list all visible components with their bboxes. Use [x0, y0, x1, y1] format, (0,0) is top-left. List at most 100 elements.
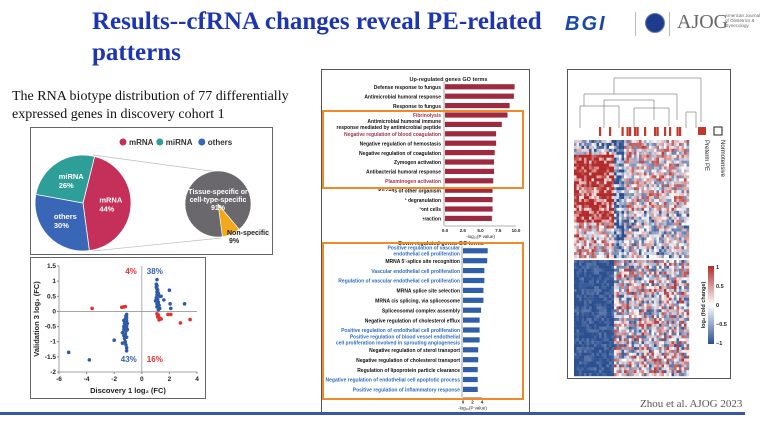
heatmap-cell: [614, 367, 617, 371]
heatmap-cell: [614, 178, 617, 182]
heatmap-cell: [584, 243, 587, 247]
heatmap-cell: [669, 219, 672, 223]
heatmap-cell: [624, 303, 627, 307]
heatmap-cell: [631, 315, 635, 319]
heatmap-cell: [669, 216, 672, 220]
heatmap-cell: [686, 151, 690, 155]
heatmap-cell: [621, 204, 625, 209]
heatmap-cell: [664, 157, 667, 161]
heatmap-cell: [676, 291, 680, 295]
heatmap-cell: [631, 225, 635, 229]
heatmap-cell: [629, 231, 632, 235]
heatmap-cell: [629, 246, 632, 250]
go-term-label: Antimicrobial humoral immune: [367, 119, 441, 125]
heatmap-panel: Preterm PE Normotensive 1 0.5 0 −0.5 −1 log₂ (f…: [567, 69, 731, 379]
heatmap-cell: [604, 148, 607, 152]
heatmap-cell: [584, 231, 587, 235]
heatmap-cell: [674, 335, 677, 339]
heatmap-cell: [591, 312, 595, 316]
heatmap-cell: [604, 240, 607, 244]
heatmap-cell: [591, 160, 595, 164]
heatmap-cell: [589, 318, 592, 322]
heatmap-cell: [644, 297, 647, 301]
heatmap-cell: [606, 344, 610, 348]
heatmap-cell: [684, 271, 687, 275]
go-bar: [463, 277, 485, 284]
heatmap-cell: [671, 243, 675, 247]
heatmap-cell: [621, 277, 625, 281]
heatmap-cell: [684, 315, 687, 319]
heatmap-cell: [649, 320, 652, 324]
heatmap-cell: [646, 175, 650, 179]
heatmap-cell: [654, 234, 657, 238]
heatmap-cell: [654, 352, 657, 356]
heatmap-cell: [626, 300, 630, 304]
heatmap-cell: [591, 260, 595, 264]
heatmap-cell: [641, 262, 645, 266]
heatmap-cell: [576, 367, 580, 371]
heatmap-cell: [629, 166, 632, 170]
heatmap-cell: [676, 243, 680, 247]
heatmap-cell: [686, 265, 690, 269]
heatmap-cell: [686, 187, 690, 191]
heatmap-cell: [666, 142, 670, 147]
heatmap-cell: [671, 300, 675, 304]
heatmap-cell: [594, 341, 597, 345]
heatmap-cell: [586, 312, 590, 316]
heatmap-cell: [631, 228, 635, 232]
heatmap-cell: [581, 355, 585, 359]
heatmap-cell: [611, 326, 615, 330]
heatmap-cell: [574, 163, 577, 167]
heatmap-cell: [654, 344, 657, 348]
heatmap-cell: [606, 326, 610, 330]
heatmap-cell: [651, 219, 655, 223]
heatmap-cell: [579, 300, 582, 304]
heatmap-cell: [591, 201, 595, 206]
heatmap-cell: [631, 210, 635, 214]
heatmap-cell: [656, 151, 660, 155]
heatmap-cell: [669, 373, 672, 377]
heatmap-cell: [641, 140, 645, 144]
heatmap-cell: [606, 240, 610, 244]
heatmap-cell: [639, 190, 642, 194]
heatmap-cell: [661, 201, 665, 206]
scatter-point: [168, 306, 173, 311]
heatmap-cell: [679, 213, 682, 217]
heatmap-cell: [621, 196, 625, 200]
heatmap-cell: [659, 309, 662, 313]
heatmap-cell: [609, 262, 612, 266]
heatmap-cell: [586, 367, 590, 371]
heatmap-cell: [594, 204, 597, 209]
heatmap-cell: [631, 344, 635, 348]
heatmap-cell: [684, 260, 687, 264]
heatmap-cell: [676, 335, 680, 339]
heatmap-cell: [601, 352, 605, 356]
heatmap-cell: [581, 234, 585, 238]
heatmap-cell: [641, 280, 645, 284]
bottom-rule: [0, 412, 745, 415]
heatmap-cell: [584, 234, 587, 238]
heatmap-cell: [604, 318, 607, 322]
heatmap-cell: [581, 169, 585, 173]
heatmap-cell: [671, 341, 675, 345]
heatmap-cell: [646, 320, 650, 324]
heatmap-cell: [601, 207, 605, 211]
quadrant-label: 43%: [121, 355, 137, 364]
heatmap-cell: [651, 252, 655, 256]
heatmap-cell: [576, 196, 580, 200]
heatmap-cell: [576, 243, 580, 247]
heatmap-cell: [594, 297, 597, 301]
heatmap-cell: [634, 184, 637, 188]
heatmap-cell: [591, 370, 595, 374]
heatmap-cell: [669, 367, 672, 371]
heatmap-cell: [656, 252, 660, 256]
heatmap-cell: [629, 320, 632, 324]
heatmap-cell: [664, 364, 667, 368]
heatmap-cell: [661, 181, 665, 185]
heatmap-cell: [649, 373, 652, 377]
heatmap-cell: [629, 157, 632, 161]
heatmap-cell: [584, 320, 587, 324]
heatmap-cell: [586, 326, 590, 330]
heatmap-cell: [611, 181, 615, 185]
heatmap-cell: [649, 329, 652, 333]
